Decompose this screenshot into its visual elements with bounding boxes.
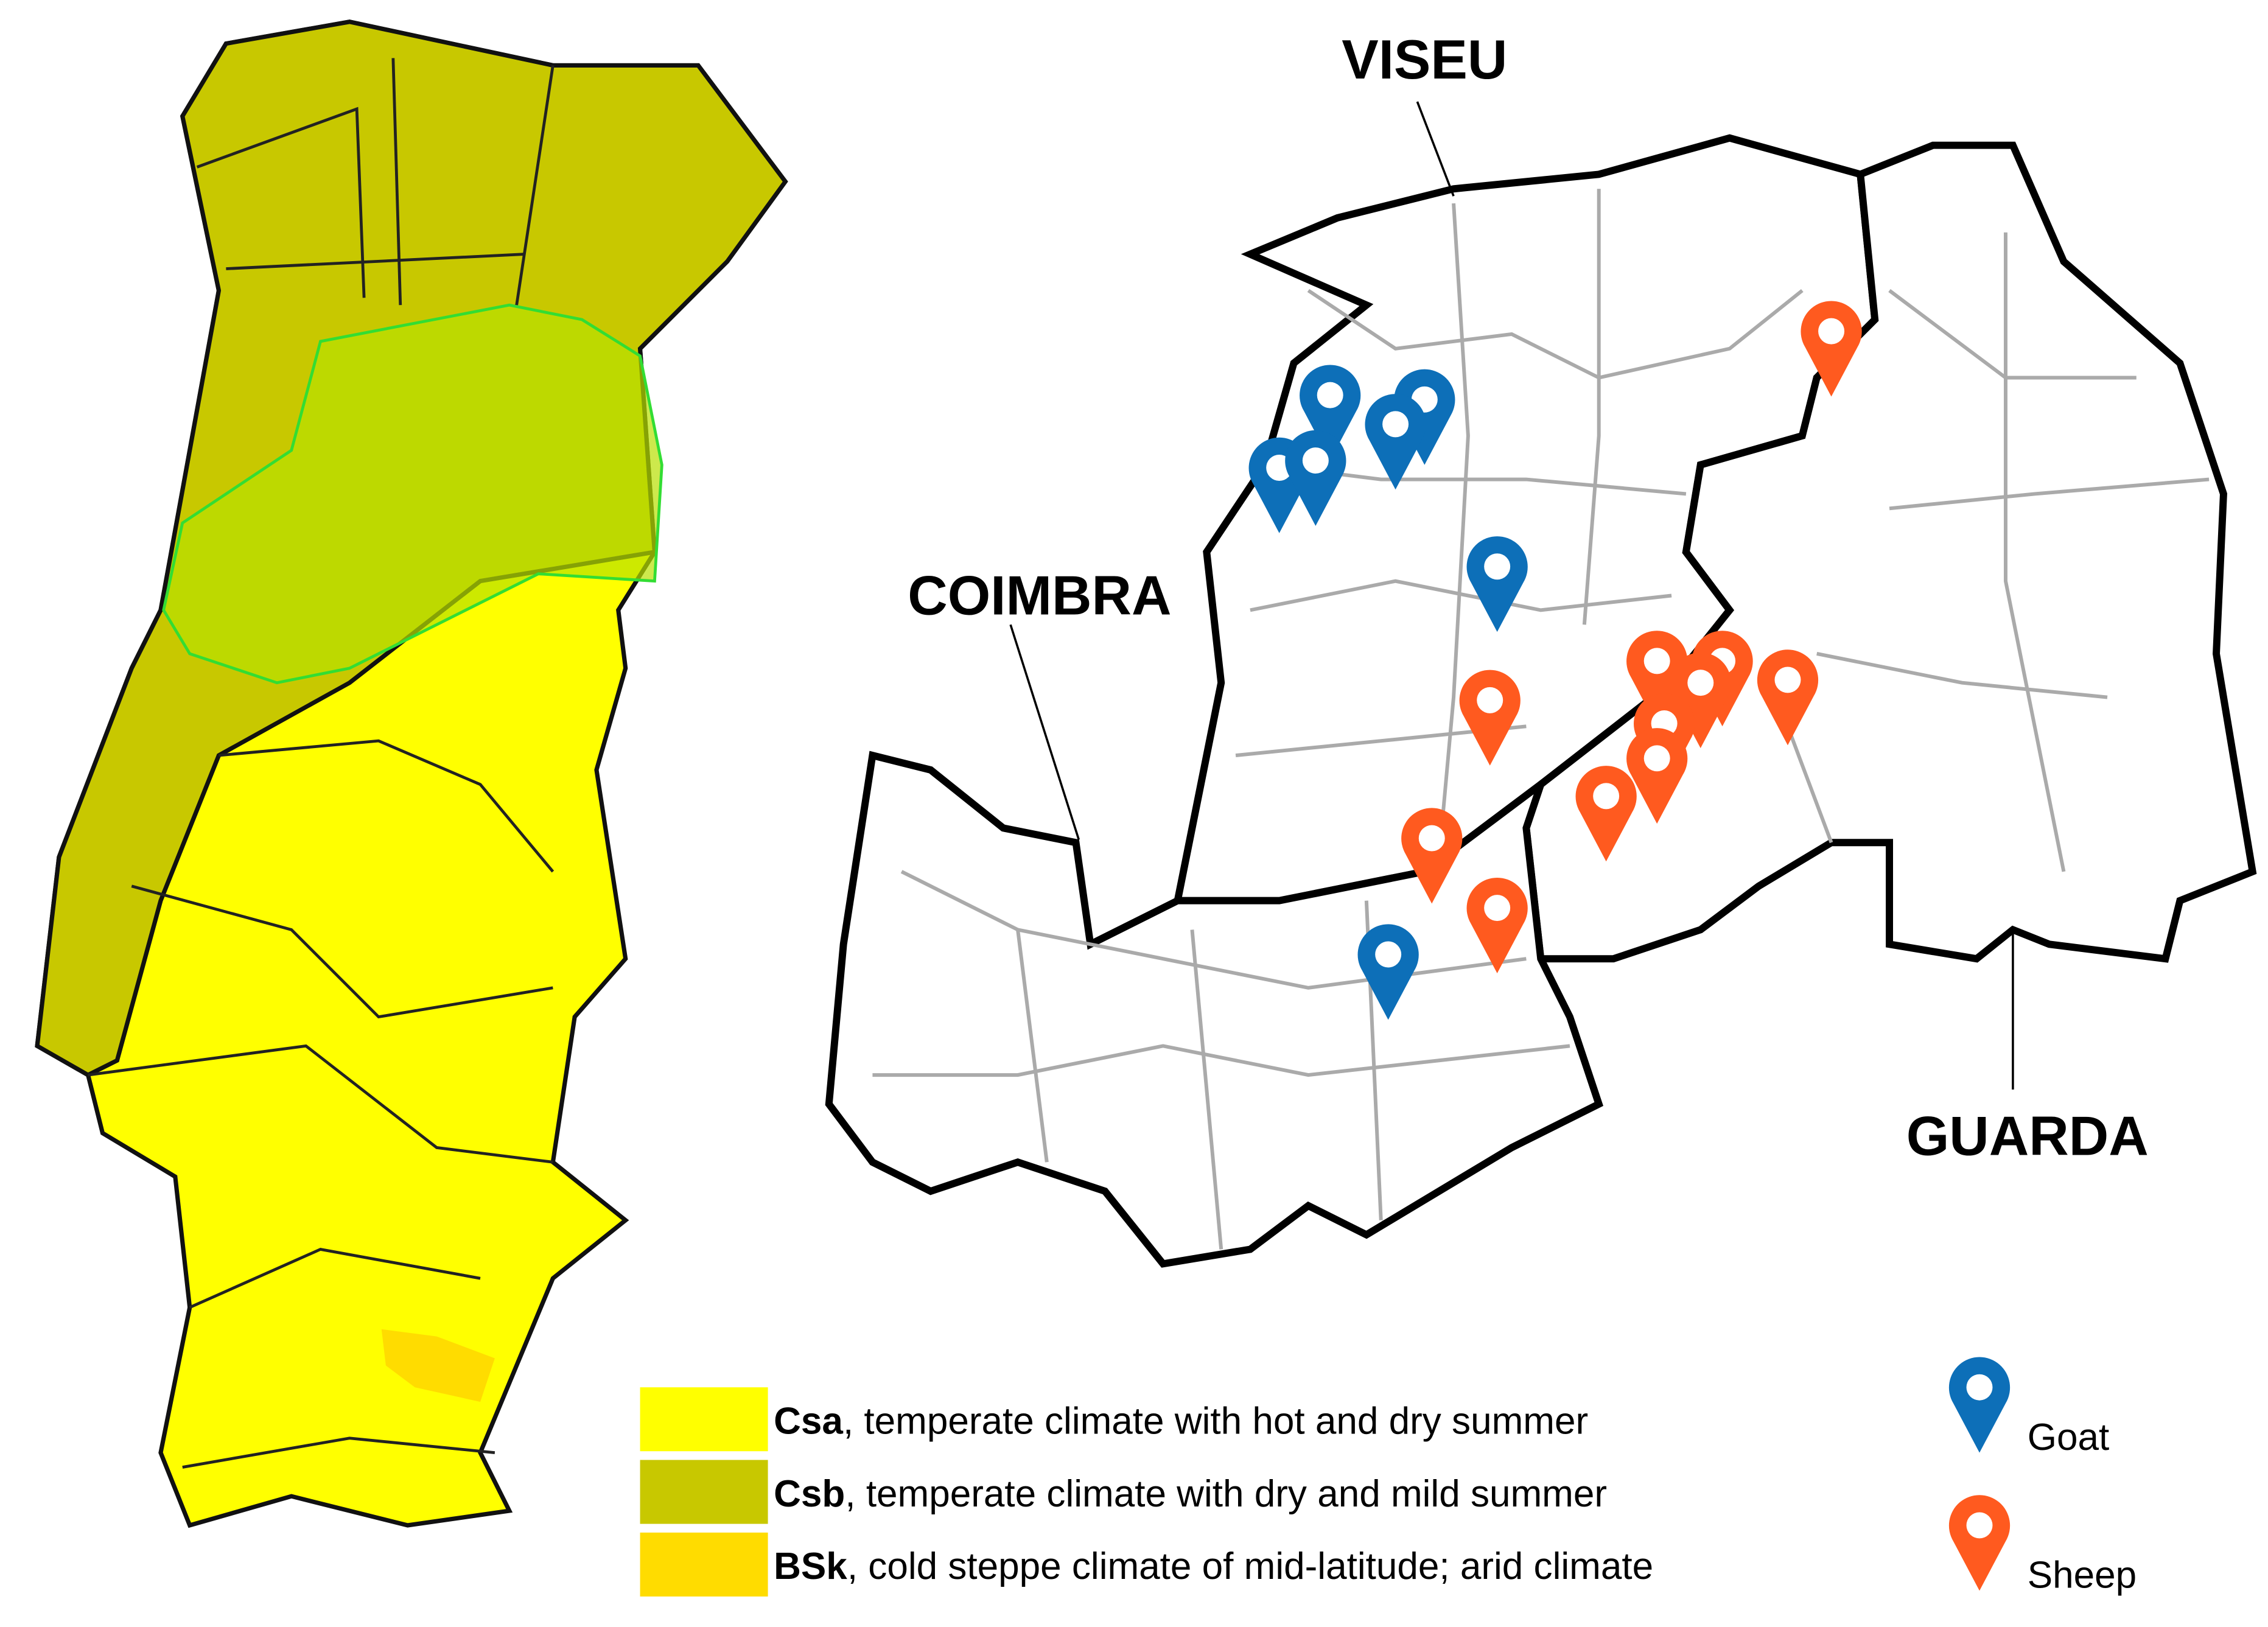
pin-hole (1418, 825, 1445, 852)
pin-hole (1818, 318, 1845, 345)
location-pin (1801, 301, 1862, 397)
location-pin (1401, 808, 1463, 904)
guarda-district (1522, 141, 2257, 963)
legend-swatch (640, 1460, 768, 1524)
pin-body (1801, 301, 1862, 397)
pin-hole (1382, 411, 1409, 438)
pin-hole (1687, 670, 1714, 696)
pin-hole (1375, 941, 1402, 968)
pin-hole (1774, 667, 1801, 693)
pin-hole (1302, 447, 1329, 474)
pin-body (1466, 877, 1528, 974)
location-pin (1357, 924, 1419, 1020)
location-pin (1757, 649, 1819, 746)
pin-hole (1477, 687, 1503, 713)
pin-hole (1643, 648, 1670, 674)
pin-hole (1643, 745, 1670, 772)
pin-hole (1966, 1512, 1993, 1539)
legend-text: Goat (2028, 1416, 2110, 1458)
pin-body (1948, 1357, 2011, 1453)
pin-body (1626, 728, 1688, 824)
pin-hole (1484, 553, 1511, 580)
pin-body (1575, 766, 1637, 862)
location-pin (1626, 631, 1688, 727)
location-pin (1459, 670, 1521, 766)
pin-body (1401, 808, 1463, 904)
location-pin (1365, 394, 1426, 490)
legend-code: BSk (774, 1545, 847, 1587)
pin-body (1466, 536, 1528, 632)
pin-body (1626, 631, 1688, 727)
location-pin (1626, 728, 1688, 824)
legend-description: , temperate climate with hot and dry sum… (843, 1401, 1588, 1443)
district-label: GUARDA (1906, 1105, 2149, 1167)
location-pin (1948, 1357, 2011, 1453)
legend: Csa, temperate climate with hot and dry … (640, 1357, 2137, 1597)
pin-body (1948, 1495, 2011, 1591)
location-pin (1466, 536, 1528, 632)
pin-body (1365, 394, 1426, 490)
pin-hole (1317, 382, 1343, 408)
pin-body (1300, 365, 1361, 461)
district-label: VISEU (1342, 29, 1507, 91)
legend-code: Csb (774, 1473, 845, 1515)
pin-body (1757, 649, 1819, 746)
location-pin (1575, 766, 1637, 862)
pin-body (1285, 430, 1346, 526)
legend-swatch (640, 1532, 768, 1597)
coimbra-district (825, 751, 1604, 1268)
location-pin (1670, 653, 1731, 749)
district-label: COIMBRA (908, 565, 1171, 627)
pin-body (1459, 670, 1521, 766)
legend-code: Csa (774, 1401, 843, 1443)
pin-hole (1966, 1374, 1993, 1401)
legend-text: Sheep (2028, 1555, 2137, 1597)
portugal-map (35, 19, 788, 1528)
legend-description: , temperate climate with dry and mild su… (845, 1473, 1607, 1515)
location-pin (1466, 877, 1528, 974)
bsk-region (381, 1329, 495, 1402)
pin-body (1357, 924, 1419, 1020)
legend-text: Csb, temperate climate with dry and mild… (774, 1473, 1607, 1515)
pin-hole (1484, 895, 1511, 922)
legend-text: Csa, temperate climate with hot and dry … (774, 1401, 1588, 1443)
location-pin (1300, 365, 1361, 461)
pin-hole (1593, 783, 1620, 810)
legend-swatch (640, 1387, 768, 1452)
legend-text: BSk, cold steppe climate of mid-latitude… (774, 1545, 1653, 1587)
legend-description: , cold steppe climate of mid-latitude; a… (847, 1545, 1653, 1587)
location-pin (1948, 1495, 2011, 1591)
study-area (162, 303, 663, 685)
pin-body (1670, 653, 1731, 749)
location-pin (1285, 430, 1346, 526)
district-map (825, 101, 2257, 1268)
